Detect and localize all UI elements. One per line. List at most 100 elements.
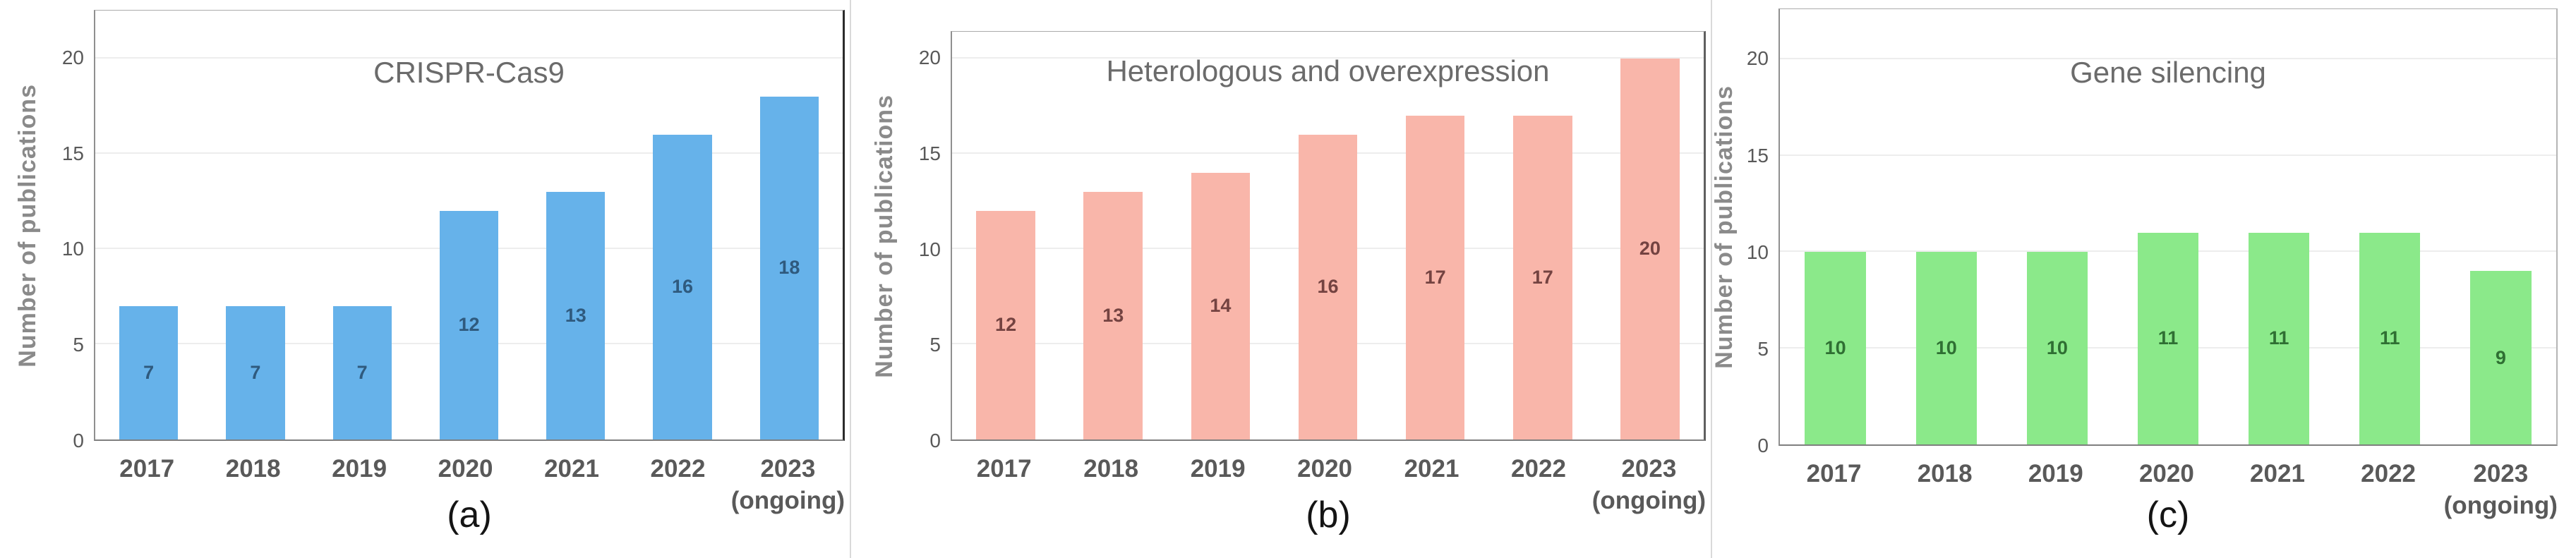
x-tick-label: 2018 [1917,460,1973,487]
bar-slot: 13 [522,11,629,439]
y-axis-ticks: 0 5 10 15 20 [1712,8,1769,456]
bar-2020: 16 [1298,134,1358,439]
chart-title: Gene silencing [2070,56,2266,89]
bar-value-label: 17 [1531,266,1553,288]
bar-slot: 7 [309,11,416,439]
x-tick-label: 2019 [332,455,387,483]
bars: 7 7 7 12 13 16 18 [95,11,843,439]
bar-value-label: 16 [672,276,694,298]
x-tick-label: 2019 [2028,460,2083,487]
bar-slot: 14 [1167,32,1274,439]
bar-slot: 11 [2335,9,2445,444]
bar-2019: 10 [2026,252,2088,444]
y-tick-label: 5 [73,334,84,356]
gridline [95,56,843,59]
bar-2023: 9 [2470,271,2532,444]
x-tick-label: 2020 [2138,460,2194,487]
bar-value-label: 14 [1210,295,1232,317]
panel-caption: (c) [2146,495,2190,535]
y-tick-label: 10 [1746,241,1769,263]
bar-value-label: 20 [1639,238,1661,260]
x-tick-label: 2021 [2250,460,2305,487]
panel-gene-silencing: Number of publications 0 5 10 15 20 Gene sil… [1711,0,2576,558]
bar-2021: 13 [546,191,606,439]
bar-2022: 11 [2359,232,2421,444]
y-tick-label: 20 [918,47,941,69]
bar-value-label: 7 [143,361,155,383]
bar-slot: 11 [2112,9,2223,444]
x-axis-labels: 2017 2018 2019 2020 2021 2022 2023 (ongoing) [94,454,845,517]
x-tick-label: 2023 (ongoing) [1591,455,1707,514]
gridline [1780,57,2556,59]
bar-slot: 10 [1780,9,1891,444]
bar-value-label: 11 [2157,327,2179,349]
bar-slot: 16 [629,11,735,439]
bar-2020: 11 [2137,232,2199,444]
gridline [952,56,1704,59]
chart-title: Heterologous and overexpression [1106,54,1550,87]
bar-2018: 7 [226,305,285,439]
x-tick-label: 2020 [438,455,493,483]
x-tick-label: 2017 [119,455,175,483]
plot-area: Gene silencing 10 10 10 11 11 11 9 [1778,8,2558,446]
bar-value-label: 16 [1317,276,1339,298]
bar-slot: 11 [2224,9,2335,444]
x-tick-label: 2020 [1297,455,1353,483]
bar-2017: 7 [119,305,179,439]
bar-value-label: 10 [1935,337,1957,358]
bar-slot: 7 [95,11,202,439]
bar-value-label: 11 [2268,327,2289,349]
bar-slot: 17 [1382,32,1489,439]
bar-slot: 10 [2002,9,2112,444]
y-tick-label: 10 [918,238,941,260]
bar-2017: 10 [1805,252,1866,444]
bar-value-label: 10 [2046,337,2068,358]
x-tick-label: 2023 (ongoing) [2443,460,2558,519]
bar-value-label: 7 [356,361,368,383]
bar-value-label: 7 [250,361,261,383]
x-tick-label: 2022 [2361,460,2416,487]
bars: 12 13 14 16 17 17 20 [952,32,1704,439]
bar-slot: 12 [416,11,522,439]
bar-slot: 18 [736,11,843,439]
bar-2023: 20 [1620,58,1680,439]
y-tick-label: 0 [1757,435,1769,456]
bar-2019: 7 [332,305,392,439]
y-axis-ticks: 0 5 10 15 20 [877,31,941,451]
bar-2018: 13 [1083,191,1143,439]
y-tick-label: 15 [918,142,941,164]
x-tick-label: 2021 [544,455,599,483]
bar-slot: 7 [202,11,308,439]
panel-caption: (b) [1306,495,1351,535]
plot-area: CRISPR-Cas9 7 7 7 12 13 16 18 [94,10,845,441]
bar-slot: 9 [2445,9,2556,444]
plot-area: Heterologous and overexpression 12 13 14 16… [951,31,1706,441]
bar-value-label: 11 [2380,327,2400,349]
bar-slot: 20 [1596,32,1704,439]
bar-slot: 17 [1489,32,1596,439]
y-tick-label: 0 [929,430,941,451]
x-tick-label: 2023 (ongoing) [730,455,845,514]
bar-value-label: 9 [2495,346,2506,368]
bars: 10 10 10 11 11 11 9 [1780,9,2556,444]
x-tick-label: 2022 [650,455,706,483]
x-tick-label: 2017 [976,455,1032,483]
panel-crispr-cas9: Number of publications 0 5 10 15 20 CRISPR-C… [0,0,850,558]
bar-2020: 12 [439,210,499,439]
bar-2021: 11 [2248,232,2310,444]
bar-2019: 14 [1191,172,1251,439]
y-axis-ticks: 0 5 10 15 20 [20,10,84,450]
gridline [95,152,843,154]
bar-slot: 12 [952,32,1059,439]
bar-slot: 13 [1059,32,1167,439]
x-tick-label: 2019 [1190,455,1246,483]
bar-value-label: 13 [1102,304,1124,326]
bar-slot: 10 [1891,9,2002,444]
chart-title: CRISPR-Cas9 [373,56,565,89]
y-tick-label: 0 [73,430,84,451]
bar-value-label: 12 [458,314,480,336]
bar-slot: 16 [1274,32,1381,439]
bar-2022: 17 [1512,115,1572,439]
bar-value-label: 12 [995,314,1017,336]
